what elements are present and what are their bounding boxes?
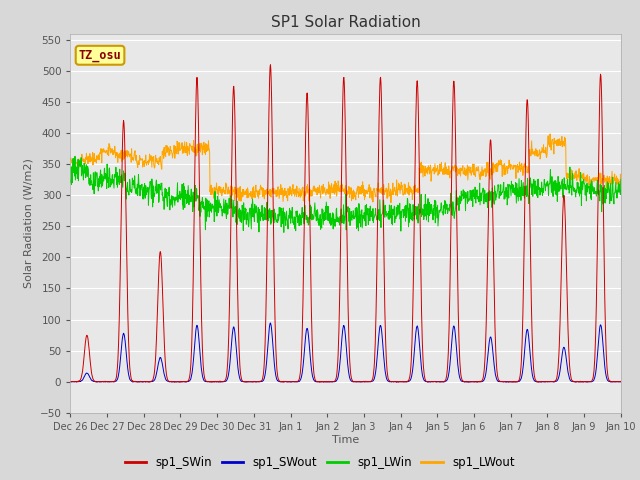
- X-axis label: Time: Time: [332, 434, 359, 444]
- sp1_SWout: [175, 379, 183, 384]
- sp1_LWout: [175, 146, 183, 152]
- sp1_SWin: [617, 379, 625, 384]
- sp1_LWin: [71, 153, 79, 159]
- sp1_LWout: [189, 144, 196, 149]
- sp1_SWout: [617, 379, 625, 384]
- sp1_LWout: [387, 200, 395, 205]
- Text: TZ_osu: TZ_osu: [79, 49, 122, 62]
- sp1_SWin: [534, 380, 542, 385]
- sp1_SWout: [267, 320, 275, 326]
- Y-axis label: Solar Radiation (W/m2): Solar Radiation (W/m2): [24, 158, 34, 288]
- sp1_LWout: [617, 175, 625, 180]
- Line: sp1_LWin: sp1_LWin: [70, 156, 621, 232]
- sp1_SWout: [250, 379, 258, 384]
- sp1_LWout: [67, 156, 74, 162]
- sp1_LWout: [504, 168, 511, 173]
- sp1_LWout: [431, 166, 439, 171]
- Legend: sp1_SWin, sp1_SWout, sp1_LWin, sp1_LWout: sp1_SWin, sp1_SWout, sp1_LWin, sp1_LWout: [120, 452, 520, 474]
- sp1_LWout: [250, 189, 258, 194]
- sp1_LWin: [176, 188, 184, 194]
- sp1_LWin: [617, 177, 625, 182]
- sp1_LWin: [189, 189, 197, 195]
- sp1_SWout: [316, 379, 324, 385]
- sp1_SWin: [189, 299, 196, 304]
- sp1_SWin: [250, 379, 258, 384]
- Line: sp1_SWout: sp1_SWout: [70, 323, 621, 382]
- sp1_LWin: [251, 202, 259, 207]
- sp1_SWin: [431, 379, 439, 384]
- sp1_LWin: [280, 229, 287, 235]
- sp1_SWin: [67, 379, 74, 384]
- sp1_SWin: [504, 379, 511, 384]
- sp1_SWout: [67, 379, 74, 384]
- sp1_SWin: [175, 379, 183, 385]
- sp1_LWout: [546, 131, 554, 137]
- sp1_SWout: [504, 379, 511, 384]
- sp1_LWin: [504, 197, 511, 203]
- sp1_LWin: [432, 198, 440, 204]
- sp1_SWout: [552, 378, 560, 384]
- sp1_LWin: [67, 177, 74, 183]
- sp1_SWin: [267, 62, 275, 68]
- sp1_LWout: [552, 139, 560, 145]
- sp1_SWout: [432, 379, 440, 384]
- Line: sp1_SWin: sp1_SWin: [70, 65, 621, 383]
- Title: SP1 Solar Radiation: SP1 Solar Radiation: [271, 15, 420, 30]
- sp1_LWin: [552, 192, 560, 198]
- sp1_SWin: [552, 377, 560, 383]
- Line: sp1_LWout: sp1_LWout: [70, 134, 621, 203]
- sp1_SWout: [189, 364, 196, 370]
